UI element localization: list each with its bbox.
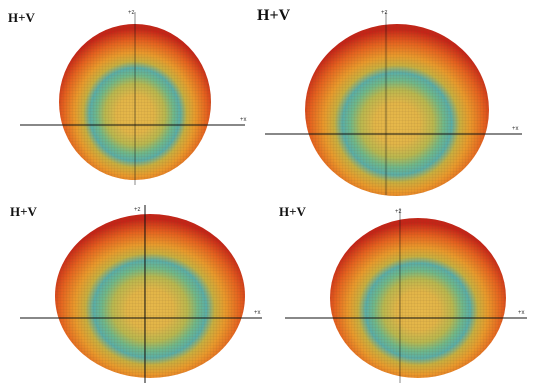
axis-label: +x — [512, 126, 519, 132]
axis-label: +z — [134, 207, 141, 213]
pattern-mesh — [330, 218, 506, 378]
figure: H+V +z +x H+V +z +x H+V +z +x H+V +z +x — [0, 0, 533, 383]
axis-label: +z — [381, 10, 388, 16]
panel-label: H+V — [10, 204, 38, 219]
axis-label: +x — [240, 117, 247, 123]
axis-label: +x — [518, 310, 525, 316]
axis-label: +x — [254, 310, 261, 316]
panel-label: H+V — [8, 10, 36, 25]
panel-label: H+V — [257, 7, 291, 24]
axis-label: +z — [128, 10, 135, 16]
pattern-mesh — [55, 214, 245, 378]
panel-label: H+V — [279, 204, 307, 219]
pattern-mesh — [305, 24, 489, 196]
axis-label: +z — [395, 209, 402, 215]
